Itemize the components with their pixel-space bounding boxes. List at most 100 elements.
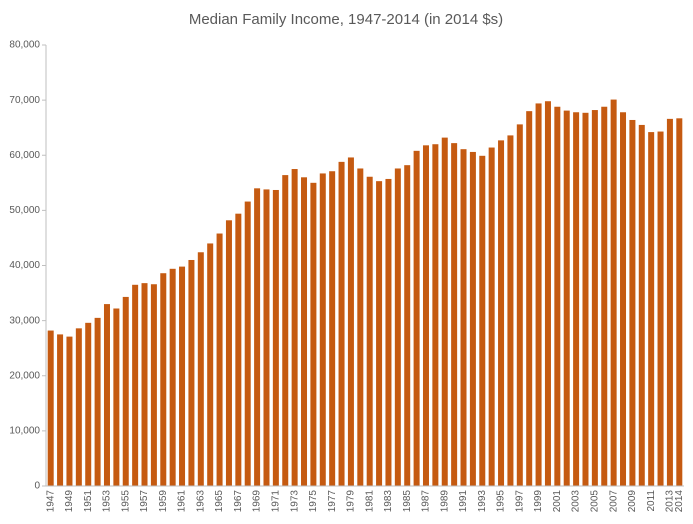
x-tick-label: 1977 xyxy=(327,490,338,513)
x-tick-label: 2001 xyxy=(552,490,563,513)
bar xyxy=(385,178,392,487)
bar xyxy=(244,201,251,486)
bar xyxy=(366,176,373,486)
x-tick-label: 1979 xyxy=(346,490,357,513)
x-tick-label: 1949 xyxy=(64,490,75,513)
y-tick-label: 0 xyxy=(34,481,40,492)
bar xyxy=(150,284,157,486)
bar xyxy=(301,177,308,487)
x-tick-label: 1961 xyxy=(177,490,188,513)
bar xyxy=(573,112,580,486)
bar xyxy=(432,144,439,486)
bar xyxy=(132,284,139,486)
y-tick-label: 30,000 xyxy=(9,315,40,326)
bar xyxy=(394,168,401,487)
bar xyxy=(610,99,617,486)
x-tick-label: 1947 xyxy=(45,490,56,513)
bar xyxy=(460,149,467,486)
x-tick-label: 1957 xyxy=(139,490,150,513)
chart-title: Median Family Income, 1947-2014 (in 2014… xyxy=(189,11,503,28)
x-tick-label: 1959 xyxy=(158,490,169,513)
bar xyxy=(282,175,289,486)
x-tick-label: 1963 xyxy=(195,490,206,513)
x-tick-label: 1951 xyxy=(83,490,94,513)
x-tick-label: 1983 xyxy=(383,490,394,513)
x-tick-label: 1971 xyxy=(271,490,282,513)
x-tick-label: 1999 xyxy=(533,490,544,513)
bar xyxy=(113,308,120,486)
bar xyxy=(648,132,655,486)
x-tick-label: 2013 xyxy=(665,490,676,513)
bar xyxy=(413,150,420,486)
bar xyxy=(563,110,570,486)
x-tick-label: 1991 xyxy=(458,490,469,513)
bar xyxy=(469,151,476,486)
x-tick-label: 1985 xyxy=(402,490,413,513)
bar xyxy=(197,252,204,486)
bar xyxy=(310,182,317,486)
bar xyxy=(47,330,54,486)
y-tick-label: 70,000 xyxy=(9,95,40,106)
bar xyxy=(601,106,608,487)
bar xyxy=(94,317,101,486)
x-tick-label: 1969 xyxy=(252,490,263,513)
x-tick-label: 1993 xyxy=(477,490,488,513)
x-tick-label: 1975 xyxy=(308,490,319,513)
bar xyxy=(535,103,542,487)
y-tick-label: 40,000 xyxy=(9,260,40,271)
bar xyxy=(291,169,298,486)
bar xyxy=(169,268,176,486)
bar xyxy=(272,189,279,486)
bar xyxy=(441,137,448,487)
x-tick-label: 1995 xyxy=(496,490,507,513)
bar xyxy=(404,165,411,487)
bar xyxy=(235,213,242,486)
bar xyxy=(376,181,383,486)
bar xyxy=(422,145,429,486)
bar xyxy=(666,118,673,487)
bar xyxy=(526,111,533,487)
bar xyxy=(263,189,270,487)
x-tick-label: 2007 xyxy=(608,490,619,513)
x-tick-label: 2014 xyxy=(674,490,685,513)
bar xyxy=(347,157,354,486)
bar xyxy=(85,322,92,486)
bar xyxy=(516,124,523,486)
bar xyxy=(160,273,167,486)
x-tick-label: 1965 xyxy=(214,490,225,513)
bar xyxy=(451,143,458,486)
x-tick-label: 2011 xyxy=(646,490,657,512)
bar xyxy=(657,131,664,486)
bar xyxy=(66,336,73,486)
bar xyxy=(357,168,364,487)
bar xyxy=(582,112,589,487)
bar xyxy=(638,124,645,487)
bar xyxy=(122,296,129,486)
bar xyxy=(544,101,551,486)
x-tick-label: 1989 xyxy=(439,490,450,513)
bar xyxy=(254,188,261,486)
bar xyxy=(141,283,148,486)
bar xyxy=(207,243,214,486)
bar xyxy=(488,147,495,486)
y-tick-label: 50,000 xyxy=(9,205,40,216)
bar xyxy=(591,110,598,487)
y-tick-label: 60,000 xyxy=(9,150,40,161)
bar xyxy=(57,334,64,486)
y-tick-label: 20,000 xyxy=(9,370,40,381)
bar xyxy=(216,233,223,486)
x-tick-label: 1981 xyxy=(364,490,375,513)
y-tick-label: 80,000 xyxy=(9,40,40,51)
bar xyxy=(507,135,514,486)
y-tick-label: 10,000 xyxy=(9,426,40,437)
x-tick-label: 1973 xyxy=(289,490,300,513)
x-tick-label: 2009 xyxy=(627,490,638,513)
bar xyxy=(629,119,636,486)
bar xyxy=(103,304,110,486)
x-tick-label: 1987 xyxy=(421,490,432,513)
bar xyxy=(188,259,195,486)
x-tick-label: 2003 xyxy=(571,490,582,513)
bar xyxy=(319,173,326,486)
